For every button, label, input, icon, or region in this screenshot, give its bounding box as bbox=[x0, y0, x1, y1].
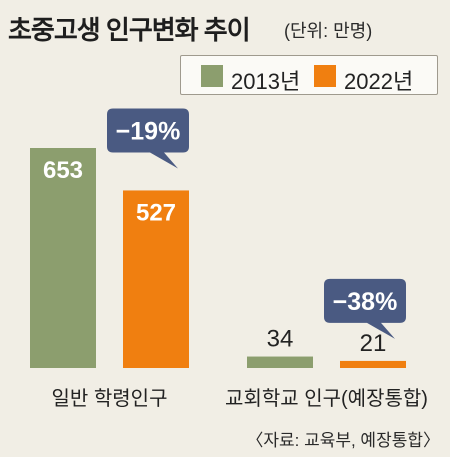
callout-bubble-1 bbox=[324, 278, 406, 339]
value-label-1-0: 527 bbox=[136, 199, 176, 226]
callout-text-0: −19% bbox=[116, 117, 181, 145]
legend: 2013년 2022년 bbox=[180, 55, 438, 95]
value-label-0-0: 653 bbox=[43, 157, 83, 184]
legend-swatch-2022 bbox=[314, 65, 336, 87]
bar-1-1 bbox=[340, 360, 406, 368]
unit-label: (단위: 만명) bbox=[284, 21, 373, 41]
chart-title: 초중고생 인구변화 추이 bbox=[8, 15, 251, 45]
legend-swatch-2013 bbox=[201, 65, 223, 87]
legend-label-2013: 2013년 bbox=[231, 69, 301, 94]
category-label-0: 일반 학령인구 bbox=[52, 387, 168, 410]
bar-0-1 bbox=[247, 356, 313, 368]
category-label-1: 교회학교 인구(예장통합) bbox=[225, 387, 428, 410]
callout-bubble-0 bbox=[107, 108, 189, 169]
legend-label-2022: 2022년 bbox=[344, 69, 414, 94]
value-label-1-1: 21 bbox=[360, 330, 387, 357]
bar-1-0 bbox=[123, 190, 189, 368]
source-note: 〈자료: 교육부, 예장통합〉 bbox=[246, 431, 440, 450]
value-label-0-1: 34 bbox=[267, 326, 294, 353]
bar-0-0 bbox=[30, 148, 96, 368]
callout-text-1: −38% bbox=[333, 288, 398, 316]
